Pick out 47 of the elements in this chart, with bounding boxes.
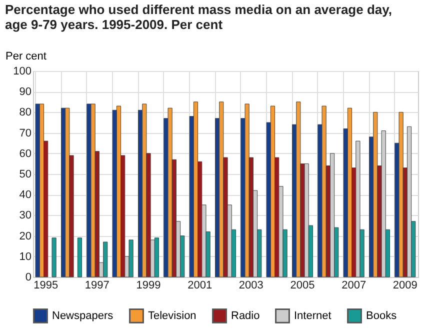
x-tick-label: 2005 <box>290 280 315 292</box>
bar <box>65 108 70 278</box>
bar <box>244 104 250 278</box>
y-axis-title: Per cent <box>6 50 46 62</box>
y-tick-label: 0 <box>25 272 32 284</box>
x-tick-label: 1997 <box>84 280 110 292</box>
legend-label: Television <box>148 310 196 322</box>
bar <box>116 106 122 278</box>
y-tick-label: 90 <box>19 86 32 98</box>
legend-label: Internet <box>294 310 332 322</box>
x-tick-label: 2007 <box>342 280 366 292</box>
y-tick-label: 100 <box>13 66 32 78</box>
bar <box>398 112 404 278</box>
x-tick-label: 2003 <box>238 280 264 292</box>
bar <box>35 104 40 278</box>
y-tick-label: 40 <box>19 189 32 202</box>
x-tick-label: 2001 <box>188 280 212 292</box>
bar <box>52 238 56 278</box>
bar <box>112 110 117 278</box>
bar <box>77 238 82 278</box>
bar <box>296 102 301 278</box>
y-tick-label: 30 <box>19 210 32 222</box>
legend-label: Books <box>366 310 398 322</box>
bar <box>219 102 224 278</box>
bar <box>347 108 352 278</box>
y-tick-label: 60 <box>19 148 32 160</box>
y-tick-label: 20 <box>19 230 32 242</box>
bar <box>142 104 147 278</box>
legend-label: Radio <box>231 310 260 322</box>
bar <box>373 112 378 278</box>
bar <box>270 106 276 278</box>
bar <box>154 238 160 278</box>
bar <box>103 242 108 278</box>
bar <box>128 240 134 278</box>
bar <box>322 106 326 278</box>
x-tick-label: 2009 <box>392 280 418 292</box>
bar <box>193 102 198 278</box>
x-tick-label: 1995 <box>34 280 58 292</box>
legend-label: Newspapers <box>52 310 114 322</box>
y-tick-label: 70 <box>19 127 32 140</box>
x-tick-label: 1999 <box>136 280 161 292</box>
chart-title: Percentage who used different mass media on an average day, age 9-79 years. 1995-2009. Per cent <box>5 2 392 32</box>
y-tick-label: 80 <box>19 106 32 119</box>
y-tick-label: 10 <box>19 250 32 263</box>
bar <box>90 104 96 278</box>
bar <box>168 108 172 278</box>
y-tick-label: 50 <box>19 168 32 180</box>
